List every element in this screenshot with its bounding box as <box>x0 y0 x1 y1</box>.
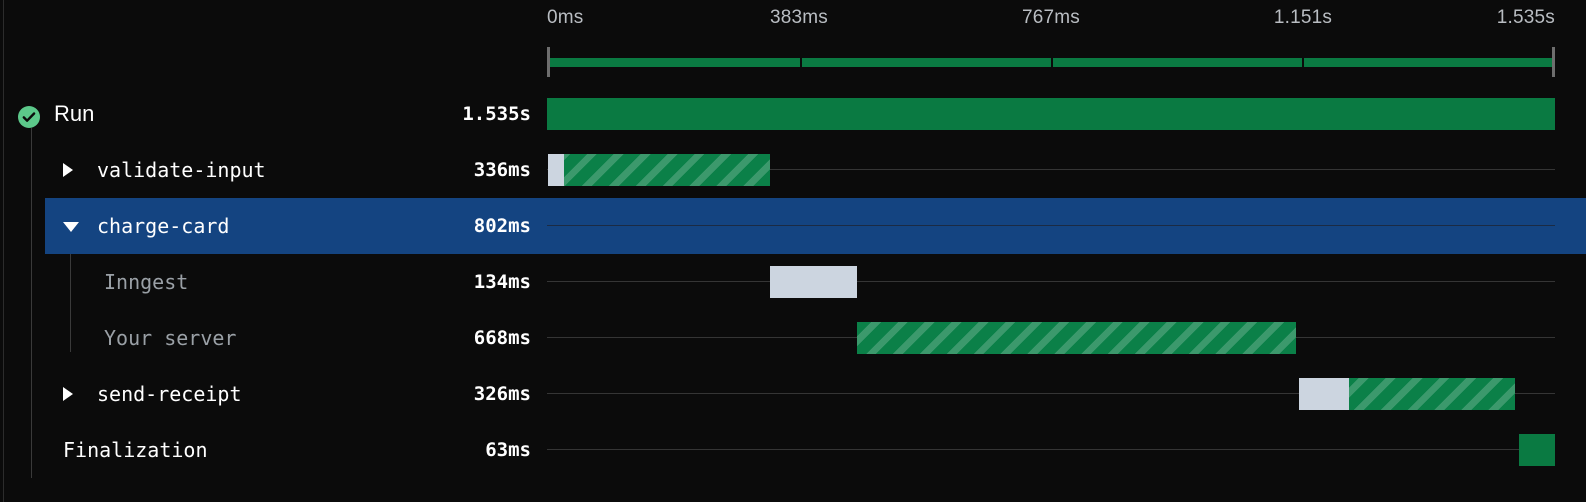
span-row-validate-input[interactable]: validate-input 336ms <box>0 142 1586 198</box>
row-label-cell: Finalization 63ms <box>0 422 531 478</box>
axis-end-handle[interactable] <box>1552 47 1555 77</box>
row-gridline <box>547 281 1555 282</box>
span-bar[interactable] <box>547 98 1555 130</box>
row-label-cell: charge-card 802ms <box>0 198 531 254</box>
tree-guide-line <box>70 226 71 352</box>
row-label: Inngest <box>104 270 189 294</box>
row-label-cell: Inngest 134ms <box>0 254 531 310</box>
span-bar-segment-queued <box>548 154 565 186</box>
row-label-cell: Run 1.535s <box>0 86 531 142</box>
row-timeline-track[interactable] <box>547 366 1555 422</box>
span-bar-segment-solid <box>1518 434 1555 466</box>
row-gridline <box>547 225 1555 226</box>
row-duration: 802ms <box>473 215 531 237</box>
span-bar[interactable] <box>548 154 770 186</box>
left-border-rule <box>3 0 4 502</box>
row-label: send-receipt <box>97 382 242 406</box>
row-label: charge-card <box>97 214 230 238</box>
span-row-charge-card[interactable]: charge-card 802ms <box>0 198 1586 254</box>
axis-tick-label: 767ms <box>1021 7 1081 28</box>
axis-bar-gap <box>800 58 802 67</box>
row-label: Finalization <box>63 438 208 462</box>
span-bar[interactable] <box>769 266 858 298</box>
span-bar[interactable] <box>1518 434 1555 466</box>
row-label-cell: send-receipt 326ms <box>0 366 531 422</box>
axis-bar-gap <box>1302 58 1304 67</box>
chevron-down-icon[interactable] <box>63 222 79 232</box>
row-timeline-track[interactable] <box>547 422 1555 478</box>
check-circle-icon <box>17 105 41 129</box>
span-bar-segment-queued <box>769 266 858 298</box>
axis-tick-label: 1.151s <box>1273 7 1333 28</box>
span-row-run[interactable]: Run 1.535s <box>0 86 1586 142</box>
row-label: validate-input <box>97 158 266 182</box>
tree-guide-line <box>31 128 32 478</box>
row-duration: 63ms <box>485 439 531 461</box>
row-gridline <box>547 449 1555 450</box>
row-gridline <box>547 169 1555 170</box>
span-row-send-receipt[interactable]: send-receipt 326ms <box>0 366 1586 422</box>
row-label-cell: validate-input 336ms <box>0 142 531 198</box>
span-bar[interactable] <box>1298 378 1515 410</box>
axis-tick-label: 0ms <box>547 7 584 28</box>
axis-overview-track[interactable] <box>547 47 1555 77</box>
span-bar-segment-striped <box>564 154 770 186</box>
axis-start-handle[interactable] <box>547 47 550 77</box>
row-label: Run <box>54 101 95 126</box>
axis-tick-labels: 0ms 383ms 767ms 1.151s 1.535s <box>547 0 1555 44</box>
row-timeline-track[interactable] <box>547 142 1555 198</box>
row-timeline-track[interactable] <box>547 198 1555 254</box>
axis-overview-bar <box>550 58 1552 67</box>
timeline-axis: 0ms 383ms 767ms 1.151s 1.535s <box>547 0 1555 86</box>
span-bar-segment-striped <box>857 322 1296 354</box>
row-label: Your server <box>104 326 237 350</box>
chevron-right-icon[interactable] <box>63 163 73 177</box>
axis-tick-label: 383ms <box>769 7 829 28</box>
row-label-cell: Your server 668ms <box>0 310 531 366</box>
span-row-your-server[interactable]: Your server 668ms <box>0 310 1586 366</box>
axis-tick-label: 1.535s <box>1496 7 1555 28</box>
row-duration: 134ms <box>473 271 531 293</box>
row-background <box>45 198 1586 254</box>
span-rows: Run 1.535s validate-input 336ms charge-card 8… <box>0 86 1586 502</box>
chevron-right-icon[interactable] <box>63 387 73 401</box>
axis-bar-gap <box>1051 58 1053 67</box>
span-bar-segment-solid <box>547 98 1555 130</box>
span-row-finalization[interactable]: Finalization 63ms <box>0 422 1586 478</box>
row-duration: 336ms <box>473 159 531 181</box>
row-duration: 326ms <box>473 383 531 405</box>
row-duration: 1.535s <box>462 103 531 125</box>
row-timeline-track[interactable] <box>547 254 1555 310</box>
span-row-inngest[interactable]: Inngest 134ms <box>0 254 1586 310</box>
row-timeline-track[interactable] <box>547 310 1555 366</box>
span-bar-segment-queued <box>1298 378 1350 410</box>
row-duration: 668ms <box>473 327 531 349</box>
span-bar-segment-striped <box>1349 378 1515 410</box>
row-timeline-track[interactable] <box>547 86 1555 142</box>
span-bar[interactable] <box>857 322 1296 354</box>
row-gridline <box>547 393 1555 394</box>
